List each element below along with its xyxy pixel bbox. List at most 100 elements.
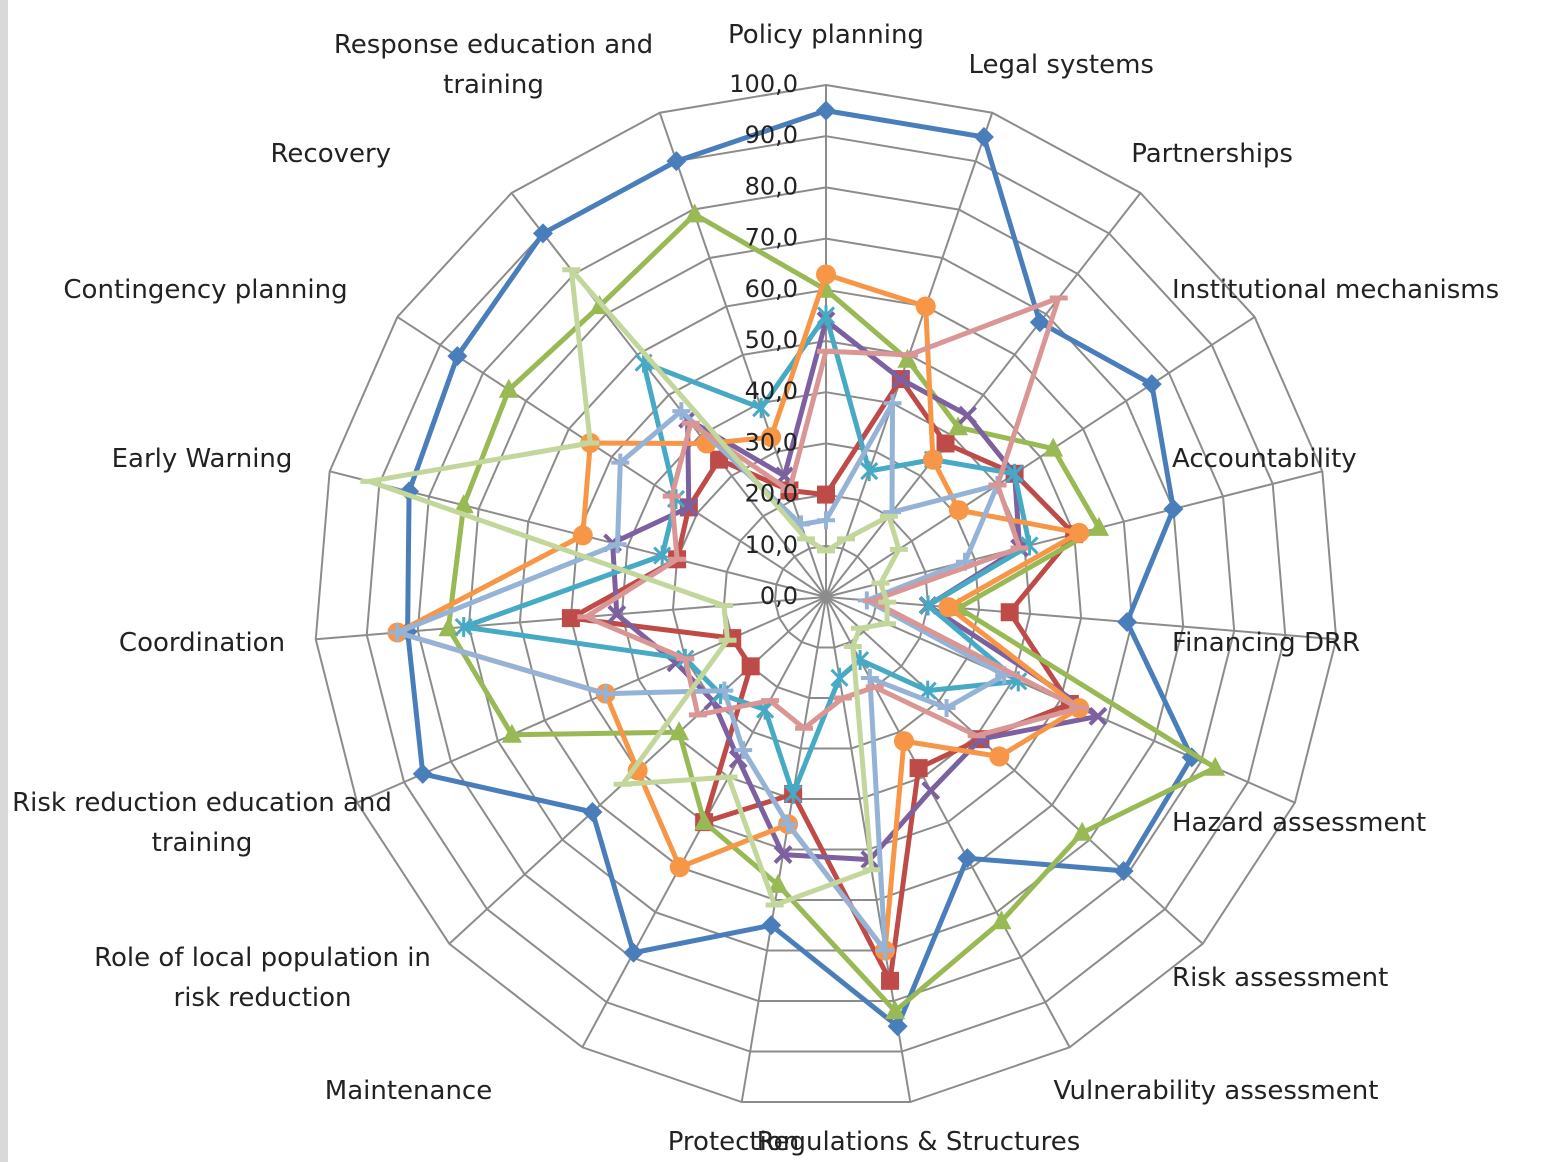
marker: [1020, 535, 1039, 556]
marker: [958, 405, 977, 425]
marker: [561, 609, 580, 628]
marker: [936, 434, 955, 453]
marker: [532, 223, 553, 244]
marker: [784, 783, 803, 804]
marker: [816, 305, 836, 326]
category-label: Risk assessment: [1172, 962, 1389, 993]
spoke: [825, 596, 1337, 641]
marker: [1205, 756, 1226, 776]
marker: [627, 760, 648, 781]
category-label: Policy planning: [728, 20, 924, 50]
marker: [438, 617, 459, 637]
marker: [596, 684, 615, 703]
y-tick-label: 50,0: [745, 326, 798, 354]
category-label: Role of local population in risk reducti…: [94, 942, 431, 1013]
left-edge: [0, 0, 8, 1162]
marker: [937, 698, 956, 717]
marker: [1000, 603, 1019, 622]
marker: [957, 848, 978, 869]
series-line: [366, 267, 902, 908]
marker: [989, 746, 1010, 767]
marker: [817, 485, 835, 504]
marker: [909, 759, 928, 778]
category-label: Institutional mechanisms: [1172, 274, 1500, 305]
marker: [1117, 611, 1138, 632]
marker: [734, 741, 753, 760]
grid-ring: [518, 288, 1134, 902]
series-line: [445, 211, 1218, 1014]
marker: [887, 1016, 908, 1037]
y-tick-label: 20,0: [745, 480, 798, 508]
marker: [611, 453, 630, 472]
marker: [767, 873, 788, 893]
marker: [582, 801, 603, 822]
marker: [666, 151, 687, 172]
marker: [1163, 499, 1184, 520]
spoke: [825, 192, 1142, 598]
marker: [1113, 860, 1134, 881]
marker: [498, 378, 519, 398]
y-tick-label: 90,0: [745, 121, 798, 149]
marker: [918, 595, 938, 616]
marker: [1088, 706, 1108, 726]
grid-ring: [569, 339, 1083, 851]
grid-ring: [671, 442, 981, 750]
category-label: Legal systems: [968, 50, 1154, 81]
marker: [973, 126, 994, 147]
marker: [860, 669, 879, 688]
category-label: Partnerships: [1131, 138, 1293, 169]
marker: [752, 398, 771, 419]
marker: [883, 394, 902, 413]
marker: [948, 416, 969, 436]
marker: [885, 1000, 906, 1020]
marker: [741, 657, 760, 676]
marker: [921, 781, 941, 801]
category-label: Recovery: [270, 138, 392, 169]
marker: [623, 942, 644, 963]
y-tick-label: 70,0: [745, 224, 798, 252]
marker: [653, 545, 672, 566]
category-label: Coordination: [118, 628, 286, 659]
grid-ring: [365, 135, 1287, 1053]
category-label: Response education and training: [333, 30, 654, 101]
marker: [447, 346, 468, 367]
category-label: Financing DRR: [1172, 628, 1361, 659]
marker: [922, 449, 943, 470]
marker: [1141, 374, 1162, 395]
category-label: Regulations & Structures: [756, 1127, 1081, 1157]
grid-ring: [314, 83, 1338, 1104]
marker: [897, 348, 918, 368]
category-label: Maintenance: [324, 1076, 493, 1107]
marker: [1088, 516, 1109, 536]
marker: [679, 497, 699, 517]
marker: [860, 461, 879, 482]
spoke: [825, 596, 1204, 945]
category-label: Hazard assessment: [1172, 807, 1427, 838]
marker: [1069, 522, 1090, 543]
marker: [1043, 437, 1064, 457]
category-label: Risk reduction education and training: [12, 787, 392, 858]
marker: [672, 402, 691, 421]
marker: [991, 910, 1012, 930]
grid-ring: [467, 237, 1185, 952]
marker: [948, 500, 969, 521]
spoke: [396, 316, 827, 598]
spoke: [658, 112, 827, 598]
marker: [761, 427, 782, 448]
y-tick-label: 0,0: [760, 582, 798, 610]
category-label: Contingency planning: [63, 274, 348, 305]
marker: [501, 723, 522, 743]
y-tick-label: 60,0: [745, 275, 798, 303]
y-tick-label: 40,0: [745, 377, 798, 405]
marker: [607, 604, 627, 624]
marker: [1029, 312, 1050, 333]
category-label: Vulnerability assessment: [1053, 1076, 1379, 1107]
marker: [388, 623, 407, 642]
spoke: [825, 596, 1071, 1048]
marker: [454, 617, 473, 638]
marker: [1005, 463, 1024, 484]
marker: [608, 535, 627, 554]
marker: [779, 815, 798, 834]
